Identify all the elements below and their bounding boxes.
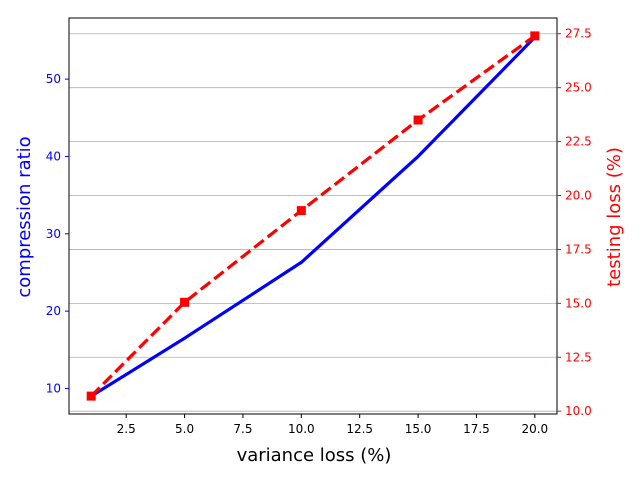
x-axis: 2.5 5.0 7.5 10.0 12.5 15.0 17.5 20.0 <box>117 414 548 436</box>
left-y-tick-label: 40 <box>46 149 61 163</box>
series-point <box>86 391 96 401</box>
x-tick-label: 2.5 <box>117 422 136 436</box>
right-y-tick-label: 10.0 <box>565 404 592 418</box>
right-y-tick-label: 17.5 <box>565 242 592 256</box>
left-y-axis: 10 20 30 40 50 <box>46 72 69 395</box>
x-tick-label: 15.0 <box>405 422 432 436</box>
left-y-axis-label: compression ratio <box>14 136 35 297</box>
series-line-2 <box>90 34 536 398</box>
grid-lines <box>69 33 557 412</box>
x-tick-label: 20.0 <box>521 422 548 436</box>
right-y-tick-label: 20.0 <box>565 189 592 203</box>
left-y-tick-label: 50 <box>46 72 61 86</box>
x-axis-label: variance loss (%) <box>237 445 392 466</box>
plot-frame <box>68 17 558 415</box>
left-y-tick-label: 10 <box>46 381 61 395</box>
series-line-1 <box>89 35 537 398</box>
series-layer <box>86 31 540 401</box>
series-point <box>530 31 540 41</box>
right-y-tick-label: 25.0 <box>565 81 592 95</box>
x-tick-label: 7.5 <box>233 422 252 436</box>
x-tick-label: 12.5 <box>346 422 373 436</box>
left-y-tick-label: 20 <box>46 304 61 318</box>
right-y-tick-label: 27.5 <box>565 27 592 41</box>
left-y-tick-label: 30 <box>46 227 61 241</box>
x-tick-label: 17.5 <box>463 422 490 436</box>
x-tick-label: 10.0 <box>288 422 315 436</box>
right-y-tick-label: 22.5 <box>565 135 592 149</box>
series-point <box>180 297 190 307</box>
series-point <box>413 115 423 125</box>
series-point <box>296 206 306 216</box>
right-y-tick-label: 12.5 <box>565 350 592 364</box>
right-y-tick-label: 15.0 <box>565 296 592 310</box>
right-y-axis-label: testing loss (%) <box>604 147 625 287</box>
right-y-axis: 10.0 12.5 15.0 17.5 20.0 22.5 25.0 27.5 <box>557 27 592 418</box>
x-tick-label: 5.0 <box>175 422 194 436</box>
